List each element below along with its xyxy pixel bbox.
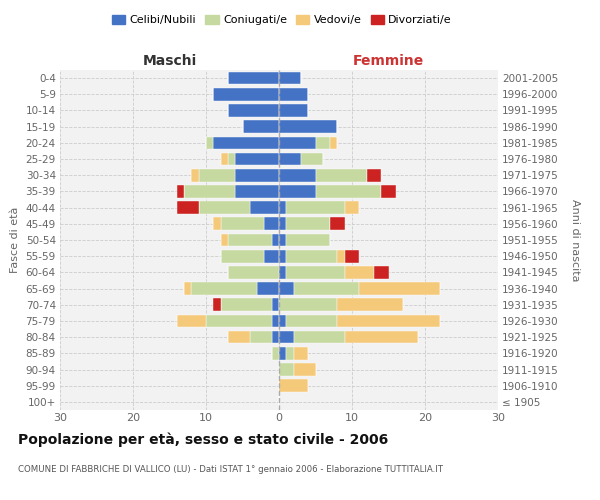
Text: Femmine: Femmine <box>353 54 424 68</box>
Bar <box>279 104 308 117</box>
Legend: Celibi/Nubili, Coniugati/e, Vedovi/e, Divorziati/e: Celibi/Nubili, Coniugati/e, Vedovi/e, Di… <box>107 10 457 30</box>
Bar <box>279 266 286 278</box>
Bar <box>337 250 344 262</box>
Bar <box>242 120 279 133</box>
Bar <box>286 266 345 278</box>
Bar <box>381 185 396 198</box>
Bar <box>330 218 345 230</box>
Bar <box>279 298 337 311</box>
Text: Popolazione per età, sesso e stato civile - 2006: Popolazione per età, sesso e stato civil… <box>18 432 388 447</box>
Bar <box>235 185 279 198</box>
Bar <box>367 169 381 181</box>
Bar <box>279 380 308 392</box>
Bar <box>228 266 279 278</box>
Bar <box>272 298 279 311</box>
Bar <box>374 266 389 278</box>
Bar <box>344 250 359 262</box>
Y-axis label: Fasce di età: Fasce di età <box>10 207 20 273</box>
Bar <box>286 234 330 246</box>
Bar <box>344 331 418 344</box>
Bar <box>184 185 235 198</box>
Bar <box>265 218 279 230</box>
Bar <box>221 234 228 246</box>
Bar <box>279 282 293 295</box>
Bar <box>286 347 293 360</box>
Bar <box>330 136 337 149</box>
Bar <box>344 202 359 214</box>
Bar <box>221 218 265 230</box>
Bar <box>316 169 367 181</box>
Bar <box>265 250 279 262</box>
Bar <box>221 152 228 166</box>
Bar <box>199 169 235 181</box>
Bar <box>279 185 316 198</box>
Bar <box>177 202 199 214</box>
Bar <box>286 218 330 230</box>
Bar <box>286 250 337 262</box>
Bar <box>337 314 440 328</box>
Bar <box>316 136 330 149</box>
Bar <box>257 282 279 295</box>
Bar <box>206 314 272 328</box>
Bar <box>272 331 279 344</box>
Bar <box>235 169 279 181</box>
Text: Maschi: Maschi <box>142 54 197 68</box>
Bar <box>228 104 279 117</box>
Bar <box>228 331 250 344</box>
Bar <box>191 169 199 181</box>
Bar <box>214 136 279 149</box>
Bar <box>279 250 286 262</box>
Bar <box>272 314 279 328</box>
Bar <box>293 282 359 295</box>
Bar <box>279 363 293 376</box>
Bar <box>279 202 286 214</box>
Bar <box>228 72 279 85</box>
Bar <box>214 218 221 230</box>
Y-axis label: Anni di nascita: Anni di nascita <box>570 198 580 281</box>
Bar <box>286 314 337 328</box>
Bar <box>279 136 316 149</box>
Bar <box>214 88 279 101</box>
Bar <box>184 282 191 295</box>
Text: COMUNE DI FABBRICHE DI VALLICO (LU) - Dati ISTAT 1° gennaio 2006 - Elaborazione : COMUNE DI FABBRICHE DI VALLICO (LU) - Da… <box>18 465 443 474</box>
Bar <box>279 218 286 230</box>
Bar <box>250 331 272 344</box>
Bar <box>199 202 250 214</box>
Bar <box>293 363 316 376</box>
Bar <box>206 136 214 149</box>
Bar <box>279 314 286 328</box>
Bar <box>316 185 381 198</box>
Bar <box>293 331 345 344</box>
Bar <box>279 88 308 101</box>
Bar <box>301 152 323 166</box>
Bar <box>359 282 440 295</box>
Bar <box>286 202 345 214</box>
Bar <box>344 266 374 278</box>
Bar <box>214 298 221 311</box>
Bar <box>272 234 279 246</box>
Bar <box>337 298 403 311</box>
Bar <box>279 120 337 133</box>
Bar <box>221 250 265 262</box>
Bar <box>191 282 257 295</box>
Bar <box>279 234 286 246</box>
Bar <box>279 169 316 181</box>
Bar <box>177 314 206 328</box>
Bar <box>228 152 235 166</box>
Bar <box>250 202 279 214</box>
Bar <box>279 72 301 85</box>
Bar <box>272 347 279 360</box>
Bar <box>279 347 286 360</box>
Bar <box>221 298 272 311</box>
Bar <box>293 347 308 360</box>
Bar <box>235 152 279 166</box>
Bar <box>279 152 301 166</box>
Bar <box>228 234 272 246</box>
Bar <box>279 331 293 344</box>
Bar <box>177 185 184 198</box>
